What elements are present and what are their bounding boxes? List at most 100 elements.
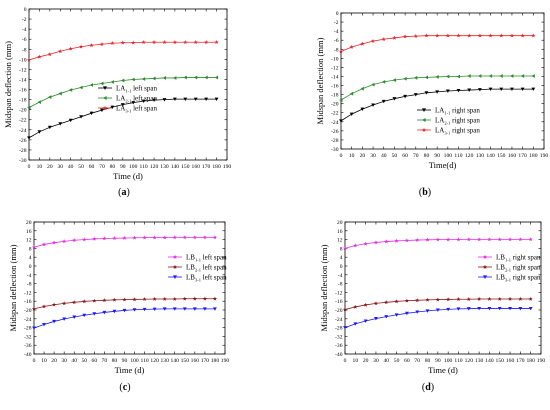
data-point bbox=[370, 38, 376, 43]
data-point bbox=[510, 74, 514, 78]
data-point bbox=[204, 40, 209, 44]
data-point bbox=[477, 296, 482, 301]
series-3 bbox=[32, 307, 217, 330]
data-point bbox=[99, 42, 105, 46]
data-point bbox=[392, 35, 397, 40]
plot-frame bbox=[340, 12, 545, 150]
data-point bbox=[339, 98, 343, 102]
legend-marker bbox=[102, 105, 108, 110]
data-point bbox=[528, 237, 533, 242]
x-tick-label: 140 bbox=[485, 358, 494, 364]
y-tick-label: -40 bbox=[335, 352, 343, 358]
data-point bbox=[72, 238, 77, 243]
y-tick-label: 20 bbox=[337, 220, 343, 226]
data-point bbox=[531, 33, 536, 38]
series-line bbox=[340, 35, 534, 52]
y-tick-label: -28 bbox=[19, 148, 27, 154]
y-tick-label: -28 bbox=[331, 138, 339, 144]
series-2 bbox=[27, 75, 219, 110]
data-point bbox=[466, 237, 471, 242]
y-tick-label: -20 bbox=[335, 308, 343, 314]
data-point bbox=[41, 304, 47, 309]
plot-frame bbox=[344, 221, 542, 355]
x-axis-label: Time (d) bbox=[428, 365, 458, 375]
data-point bbox=[392, 78, 396, 82]
y-axis-label: Midspan deflection (mm) bbox=[8, 244, 18, 331]
data-point bbox=[162, 98, 167, 102]
y-tick-label: -6 bbox=[334, 38, 339, 44]
x-tick-label: 30 bbox=[61, 358, 67, 364]
data-point bbox=[499, 74, 503, 78]
data-point bbox=[456, 237, 461, 242]
data-point bbox=[192, 296, 197, 301]
data-point bbox=[27, 136, 31, 140]
y-tick-label: -36 bbox=[24, 343, 32, 349]
data-point bbox=[192, 307, 197, 311]
x-tick-label: 130 bbox=[475, 358, 484, 364]
x-tick-label: 100 bbox=[444, 153, 453, 159]
y-axis-label: Midspan deflection (mm) bbox=[319, 244, 329, 331]
y-tick-label: -4 bbox=[338, 273, 343, 279]
data-point bbox=[477, 88, 482, 92]
data-point bbox=[31, 306, 37, 311]
data-point bbox=[131, 77, 135, 82]
data-point bbox=[507, 237, 513, 242]
y-tick-label: 16 bbox=[337, 229, 343, 235]
legend-marker bbox=[172, 264, 178, 269]
x-tick-label: 130 bbox=[476, 153, 485, 159]
data-point bbox=[339, 119, 343, 123]
data-point bbox=[142, 307, 147, 312]
data-point bbox=[182, 235, 187, 240]
data-point bbox=[435, 237, 440, 242]
data-point bbox=[58, 122, 63, 126]
x-tick-label: 40 bbox=[68, 164, 74, 170]
legend-marker bbox=[482, 264, 488, 269]
x-tick-label: 190 bbox=[223, 164, 232, 170]
data-point bbox=[214, 40, 219, 44]
series-1 bbox=[339, 87, 536, 123]
x-tick-label: 40 bbox=[381, 153, 387, 159]
x-tick-label: 180 bbox=[526, 358, 535, 364]
series-3 bbox=[26, 40, 219, 62]
data-point bbox=[172, 235, 177, 240]
y-tick-label: -32 bbox=[24, 334, 32, 340]
data-point bbox=[132, 235, 137, 240]
data-point bbox=[141, 40, 146, 44]
data-point bbox=[349, 112, 354, 116]
y-tick-label: -16 bbox=[331, 84, 339, 90]
x-tick-label: 10 bbox=[349, 153, 355, 159]
panel-label: (b) bbox=[419, 187, 431, 198]
x-tick-label: 70 bbox=[99, 164, 105, 170]
y-tick-label: 4 bbox=[29, 255, 32, 261]
y-tick-label: 0 bbox=[336, 11, 339, 17]
data-point bbox=[112, 297, 117, 302]
data-point bbox=[384, 239, 389, 244]
data-point bbox=[89, 111, 94, 116]
data-point bbox=[193, 40, 198, 44]
data-point bbox=[477, 306, 482, 311]
data-point bbox=[456, 74, 461, 79]
data-point bbox=[214, 75, 219, 80]
y-tick-label: -24 bbox=[24, 317, 32, 323]
data-point bbox=[92, 236, 97, 241]
x-tick-label: 120 bbox=[150, 358, 159, 364]
y-tick-label: -26 bbox=[331, 129, 339, 135]
x-tick-label: 100 bbox=[129, 164, 138, 170]
data-point bbox=[445, 89, 450, 93]
legend-marker bbox=[482, 254, 488, 259]
y-tick-label: -20 bbox=[331, 102, 339, 108]
plot-frame bbox=[33, 221, 226, 355]
data-point bbox=[62, 301, 67, 306]
data-point bbox=[520, 33, 525, 38]
data-point bbox=[52, 302, 57, 307]
y-tick-label: -8 bbox=[334, 47, 339, 53]
data-point bbox=[413, 93, 418, 97]
y-tick-label: -8 bbox=[27, 282, 32, 288]
y-tick-label: -10 bbox=[331, 56, 339, 62]
data-point bbox=[47, 52, 52, 57]
data-point bbox=[72, 300, 77, 305]
data-point bbox=[112, 309, 117, 314]
data-point bbox=[92, 312, 97, 316]
y-tick-label: -22 bbox=[19, 118, 27, 124]
y-tick-label: -12 bbox=[19, 67, 27, 73]
